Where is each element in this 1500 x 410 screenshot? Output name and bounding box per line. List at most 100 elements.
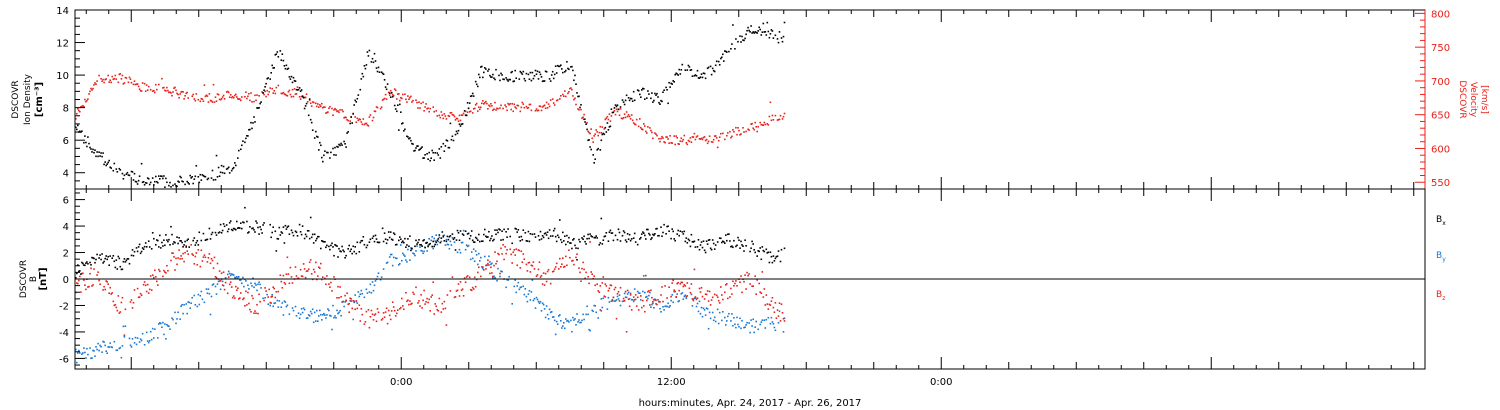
bz-point: [601, 282, 604, 284]
bz-point: [147, 292, 150, 294]
bz-point: [492, 275, 494, 278]
velocity-point: [236, 96, 238, 98]
bz-point: [173, 256, 175, 258]
ion-density-point: [304, 105, 307, 107]
velocity-point: [595, 129, 597, 131]
bz-point: [707, 300, 710, 302]
velocity-point: [360, 121, 363, 123]
bx-point: [609, 229, 612, 232]
ion-density-point: [88, 142, 90, 145]
velocity-point: [735, 126, 737, 129]
by-point: [148, 340, 151, 342]
bx-point: [252, 227, 254, 229]
ion-density-point: [748, 29, 750, 32]
bz-point: [672, 279, 674, 282]
by-point: [257, 283, 259, 286]
bx-point: [256, 222, 258, 224]
velocity-point: [528, 103, 531, 106]
velocity-point: [702, 136, 705, 139]
bx-point: [496, 229, 498, 231]
by-point: [490, 263, 492, 266]
velocity-point: [83, 105, 85, 108]
bx-point: [163, 239, 165, 241]
bx-point: [623, 231, 626, 234]
by-point: [356, 302, 359, 304]
bz-point: [176, 263, 178, 266]
y-tick-label: 6: [63, 196, 69, 207]
velocity-point: [321, 102, 323, 105]
by-point: [732, 325, 734, 327]
ion-density-point: [601, 133, 604, 136]
bx-point: [403, 241, 405, 244]
ion-density-point: [509, 78, 511, 81]
by-point: [308, 315, 311, 317]
ion-density-point: [359, 88, 362, 91]
bx-point: [416, 243, 418, 245]
bx-point: [583, 235, 585, 238]
bz-point: [560, 266, 562, 268]
bx-point: [325, 246, 327, 249]
ion-density-point: [628, 99, 631, 102]
bx-point: [545, 234, 548, 236]
by-point: [110, 346, 112, 348]
bx-point: [517, 229, 520, 231]
ion-density-point: [751, 32, 753, 34]
bx-point: [356, 241, 359, 244]
velocity-point: [601, 126, 604, 128]
legend-bx: Bx: [1436, 215, 1446, 227]
by-point: [634, 298, 637, 301]
bz-point: [523, 258, 526, 260]
bx-point: [783, 247, 786, 250]
velocity-point: [461, 114, 464, 116]
bz-point: [451, 276, 454, 278]
velocity-point: [325, 112, 327, 114]
bx-point: [761, 246, 764, 248]
by-point: [146, 340, 149, 342]
y-tick-label: 0: [63, 275, 69, 286]
velocity-point: [427, 107, 429, 109]
ion-density-point: [144, 182, 147, 184]
bx-point: [660, 226, 662, 228]
velocity-point: [781, 118, 784, 120]
bz-point: [703, 298, 706, 300]
by-point: [597, 317, 599, 319]
ion-density-point: [298, 87, 301, 89]
ion-density-point: [743, 39, 745, 42]
bx-point: [278, 226, 281, 229]
ion-density-point: [301, 95, 304, 98]
by-point: [571, 330, 573, 333]
by-point: [446, 243, 449, 246]
by-point: [646, 295, 648, 298]
ion-density-point: [397, 104, 399, 106]
bz-point: [162, 275, 164, 278]
bz-point: [299, 268, 302, 271]
by-point: [217, 280, 220, 283]
ion-density-point: [753, 32, 755, 34]
bz-point: [290, 276, 293, 278]
bz-point: [698, 287, 701, 290]
bx-point: [108, 264, 110, 266]
bz-point: [329, 286, 331, 288]
by-point: [614, 300, 617, 302]
ion-density-point: [673, 81, 675, 83]
ion-density-point: [408, 137, 410, 140]
by-point: [480, 256, 482, 259]
bx-point: [652, 233, 654, 236]
bz-point: [369, 316, 372, 318]
bz-point: [647, 290, 649, 293]
bz-point: [636, 296, 639, 299]
velocity-point: [487, 108, 489, 110]
by-point: [626, 293, 629, 295]
bz-point: [410, 303, 412, 305]
bx-point: [690, 233, 693, 236]
bx-point: [276, 237, 279, 240]
velocity-point: [700, 137, 703, 140]
ion-density-point: [424, 154, 426, 156]
by-point: [777, 322, 780, 324]
y2-axis-title-line: [km/s]: [1479, 85, 1489, 114]
bz-point: [656, 303, 658, 306]
bz-point: [277, 290, 280, 293]
ion-density-point: [597, 147, 599, 150]
by-point: [277, 306, 280, 308]
